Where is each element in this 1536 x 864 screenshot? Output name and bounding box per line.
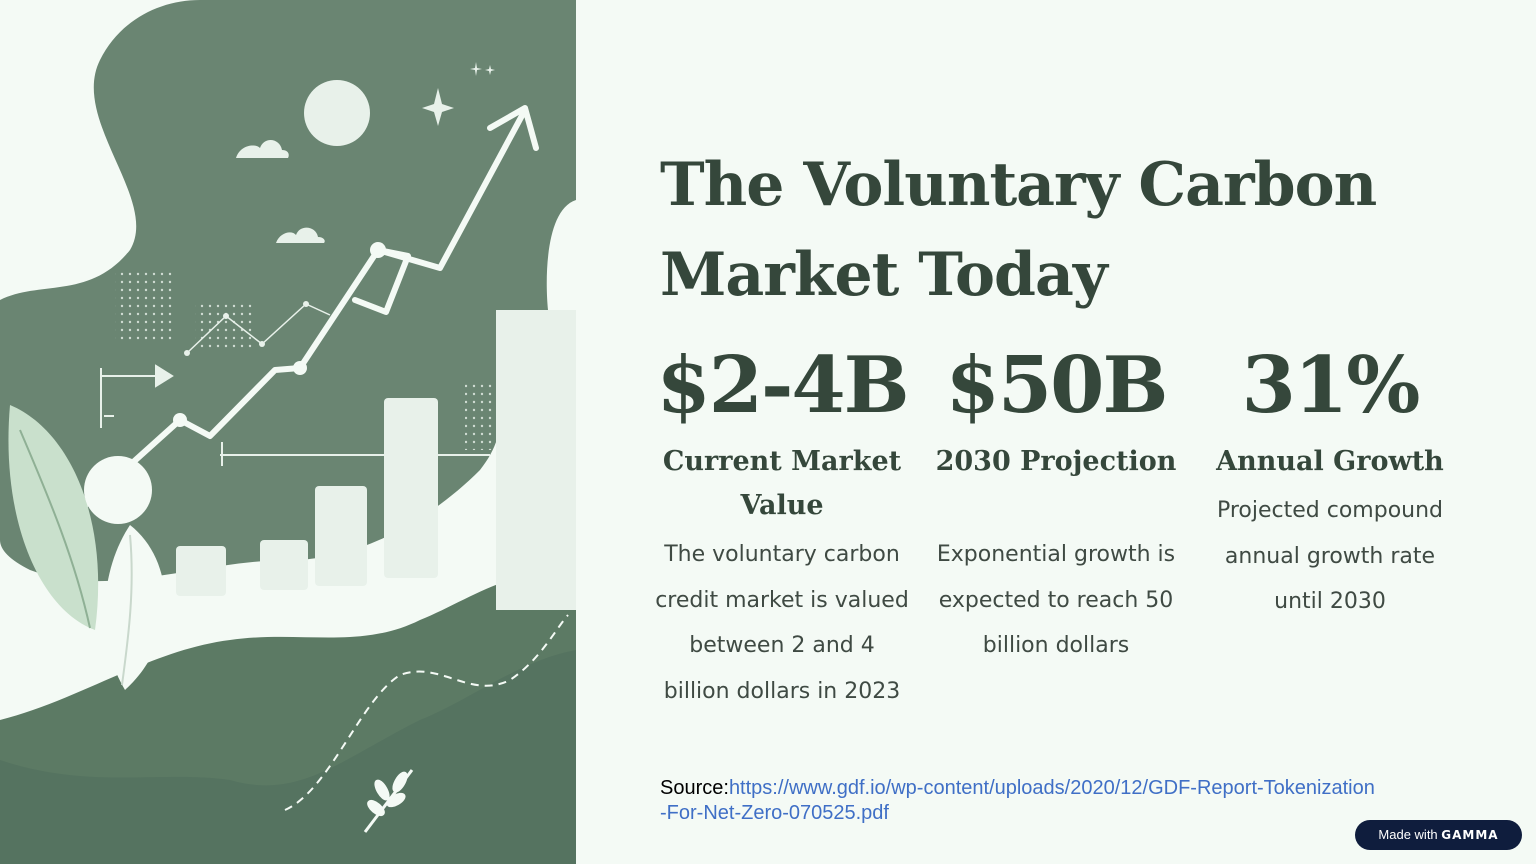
- stat-annual-growth: 31% Annual Growth Projected compound ann…: [1205, 340, 1455, 625]
- stat-description: Exponential growth is expected to reach …: [936, 542, 1176, 658]
- sparkle-icon: [422, 88, 454, 126]
- stat-label: 2030 Projection: [935, 446, 1177, 477]
- stat-value: 31%: [1241, 340, 1421, 431]
- sun-icon: [304, 80, 370, 146]
- stat-label: Annual Growth: [1216, 446, 1444, 477]
- sprig-icon: [363, 769, 414, 833]
- stat-value: $50B: [945, 340, 1169, 431]
- cloud-icon: [276, 227, 325, 243]
- stat-description: Projected compound annual growth rate un…: [1216, 498, 1444, 614]
- made-with-gamma-badge[interactable]: Made with GAMMA: [1355, 820, 1522, 850]
- stat-label: Current Market Value: [662, 446, 902, 521]
- sparkle-icon: [470, 62, 495, 76]
- stat-value: $2-4B: [656, 340, 909, 431]
- source-prefix: Source:: [660, 777, 729, 799]
- flag-icon: [100, 364, 174, 428]
- stat-2030-projection: $50B 2030 Projection Exponential growth …: [928, 340, 1184, 669]
- stat-description: The voluntary carbon credit market is va…: [655, 542, 909, 704]
- source-citation: Source:https://www.gdf.io/wp-content/upl…: [660, 776, 1380, 826]
- gamma-logo: GAMMA: [1441, 828, 1499, 842]
- stat-current-market-value: $2-4B Current Market Value The voluntary…: [655, 340, 909, 714]
- leaf-icon: [104, 525, 165, 690]
- hero-illustration: [0, 0, 576, 864]
- bottom-wave-dark: [0, 650, 576, 864]
- cloud-icon: [236, 139, 289, 158]
- city-buildings: [176, 310, 576, 610]
- source-link[interactable]: https://www.gdf.io/wp-content/uploads/20…: [660, 777, 1375, 824]
- badge-prefix: Made with: [1378, 827, 1438, 842]
- slide-title: The Voluntary Carbon Market Today: [660, 150, 1377, 310]
